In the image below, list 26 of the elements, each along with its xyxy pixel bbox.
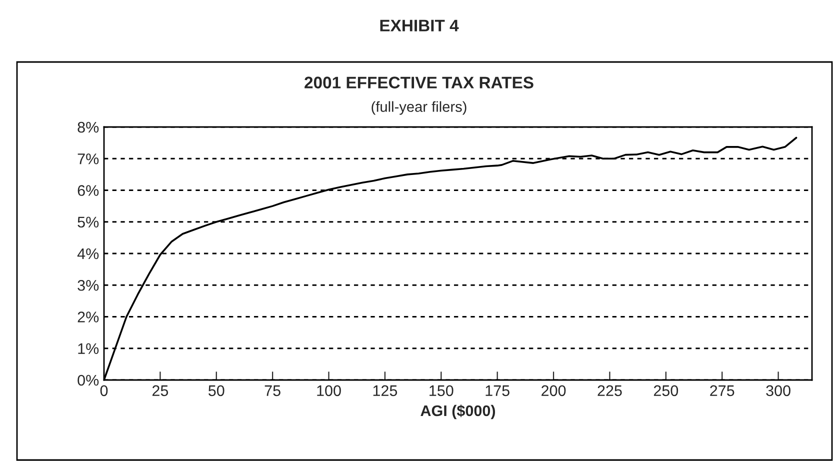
y-tick-label: 3% [78, 280, 99, 291]
x-tick-label: 225 [598, 385, 622, 396]
y-tick-label: 7% [78, 154, 99, 164]
y-tick-label: 1% [78, 343, 99, 354]
x-tick-label: 275 [710, 385, 734, 396]
y-tick-label: 5% [78, 216, 99, 228]
x-tick-label: 25 [152, 385, 168, 396]
x-tick-label: 75 [264, 385, 280, 396]
x-tick-label: 175 [486, 385, 510, 396]
y-tick-label: 8% [78, 122, 99, 133]
y-tick-label: 2% [78, 312, 99, 322]
chart-subtitle: 2001 EFFECTIVE TAX RATES [304, 76, 534, 88]
x-tick-label: 125 [373, 385, 398, 396]
chart-title: EXHIBIT 4 [380, 20, 459, 32]
x-tick-label: 0 [100, 385, 108, 396]
text: (full-year filers) [372, 101, 466, 115]
y-tick-label: 6% [78, 185, 99, 196]
y-tick-label: 0% [78, 374, 99, 386]
x-tick-label: 150 [430, 385, 454, 396]
x-tick-label: 250 [654, 385, 678, 396]
x-tick-label: 300 [766, 385, 790, 396]
y-tick-label: 4% [77, 248, 99, 260]
x-tick-label: 100 [317, 385, 341, 396]
x-tick-label: 200 [542, 385, 566, 396]
x-tick-label: 50 [208, 385, 224, 396]
x-axis-title: AGI ($000) [420, 404, 496, 420]
